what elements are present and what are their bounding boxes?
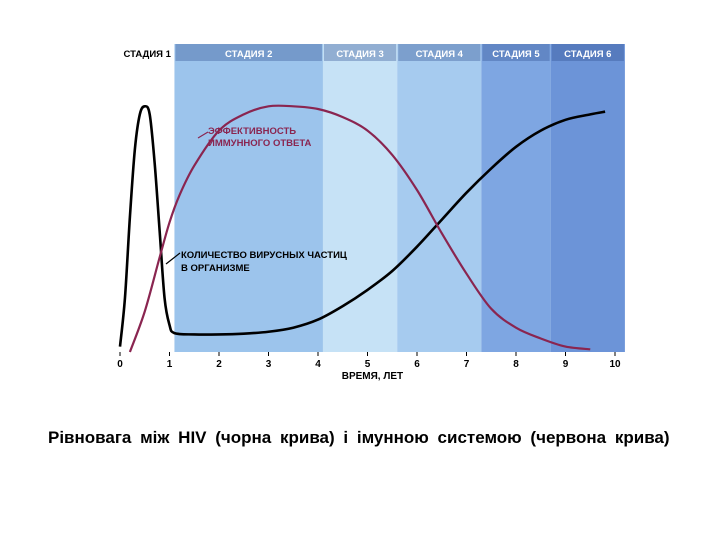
stage-label-2: СТАДИЯ 2 bbox=[225, 49, 272, 60]
x-axis: 0 1 2 3 4 5 6 7 8 9 10 ВРЕМЯ, ЛЕТ bbox=[117, 352, 621, 382]
x-tick-label-8: 8 bbox=[513, 359, 519, 370]
stage-header-bg-4 bbox=[398, 44, 481, 61]
stage-bands bbox=[120, 44, 625, 352]
immune-response-line bbox=[128, 104, 591, 353]
stage-header-bg-6 bbox=[551, 44, 624, 61]
stage-label-6: СТАДИЯ 6 bbox=[564, 49, 611, 60]
stage-header-bg-3 bbox=[323, 44, 397, 61]
virus-label-line-2: В ОРГАНИЗМЕ bbox=[181, 263, 250, 274]
virus-count-line bbox=[118, 104, 606, 347]
series-annotations: КОЛИЧЕСТВО ВИРУСНЫХ ЧАСТИЦ В ОРГАНИЗМЕ ЭФФ… bbox=[165, 126, 347, 274]
immune-label-pointer bbox=[197, 131, 209, 139]
stage-band-3 bbox=[322, 44, 398, 352]
virus-label-line-1: КОЛИЧЕСТВО ВИРУСНЫХ ЧАСТИЦ bbox=[181, 250, 347, 261]
series-lines bbox=[118, 104, 606, 353]
stage-header-bg-1 bbox=[121, 44, 174, 61]
stage-band-4 bbox=[397, 44, 482, 352]
x-tick-label-9: 9 bbox=[563, 359, 569, 370]
stage-label-3: СТАДИЯ 3 bbox=[336, 49, 383, 60]
stage-header-bg-5 bbox=[482, 44, 550, 61]
hiv-chart: СТАДИЯ 1 СТАДИЯ 2 СТАДИЯ 3 СТАДИЯ 4 СТАДИЯ 5… bbox=[117, 44, 625, 382]
virus-label-pointer bbox=[165, 252, 181, 265]
x-tick-label-6: 6 bbox=[414, 359, 420, 370]
stage-band-6 bbox=[550, 44, 625, 352]
x-tick-label-10: 10 bbox=[609, 359, 621, 370]
stage-label-5: СТАДИЯ 5 bbox=[492, 49, 540, 60]
x-tick-label-7: 7 bbox=[464, 359, 470, 370]
immune-label-line-1: ЭФФЕКТИВНОСТЬ bbox=[208, 126, 296, 137]
x-tick-label-1: 1 bbox=[167, 359, 173, 370]
stage-band-5 bbox=[481, 44, 551, 352]
caption: Рівновага між HIV (чорна крива) і імунно… bbox=[48, 428, 670, 447]
stage-labels: СТАДИЯ 1 СТАДИЯ 2 СТАДИЯ 3 СТАДИЯ 4 СТАДИЯ 5… bbox=[121, 44, 624, 61]
stage-header-bg-2 bbox=[175, 44, 322, 61]
stage-band-2 bbox=[174, 44, 323, 352]
stage-label-4: СТАДИЯ 4 bbox=[416, 49, 464, 60]
x-tick-label-2: 2 bbox=[216, 359, 222, 370]
x-tick-label-0: 0 bbox=[117, 359, 123, 370]
stage-label-1: СТАДИЯ 1 bbox=[124, 49, 172, 60]
immune-label-line-2: ИММУННОГО ОТВЕТА bbox=[208, 138, 312, 149]
x-axis-label: ВРЕМЯ, ЛЕТ bbox=[342, 371, 403, 382]
x-tick-label-5: 5 bbox=[365, 359, 371, 370]
x-tick-label-4: 4 bbox=[315, 359, 321, 370]
x-tick-label-3: 3 bbox=[266, 359, 272, 370]
